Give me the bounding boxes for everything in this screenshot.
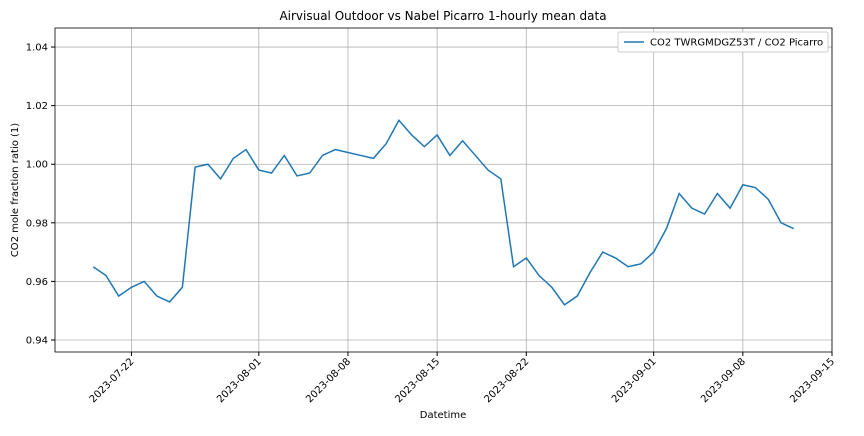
y-tick-label: 0.98	[26, 218, 48, 229]
y-axis-label: CO2 mole fraction ratio (1)	[10, 123, 21, 257]
y-tick-label: 1.02	[26, 101, 48, 112]
y-tick-label: 1.00	[26, 160, 48, 171]
plot-frame	[54, 27, 833, 353]
y-tick-label: 1.04	[26, 43, 48, 54]
chart-title: Airvisual Outdoor vs Nabel Picarro 1-hou…	[279, 9, 606, 23]
legend-box	[617, 31, 829, 53]
legend-label: CO2 TWRGMDGZ53T / CO2 Picarro	[650, 38, 823, 49]
y-tick-label: 0.94	[26, 335, 48, 346]
legend: CO2 TWRGMDGZ53T / CO2 Picarro	[617, 31, 829, 53]
data-line	[92, 118, 795, 306]
y-tick-label: 0.96	[26, 277, 48, 288]
x-axis-label: Datetime	[420, 410, 467, 421]
